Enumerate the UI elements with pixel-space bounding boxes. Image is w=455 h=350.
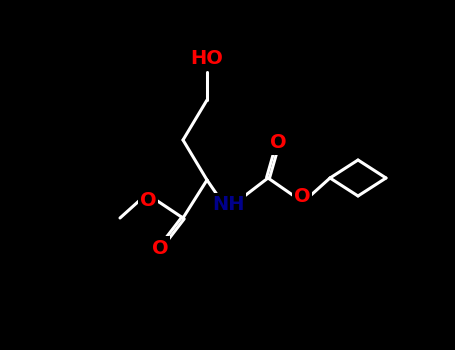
- Text: NH: NH: [212, 196, 244, 215]
- Text: HO: HO: [191, 49, 223, 68]
- Text: O: O: [152, 238, 168, 258]
- Text: O: O: [140, 190, 157, 210]
- Text: O: O: [270, 133, 286, 153]
- Text: O: O: [293, 187, 310, 205]
